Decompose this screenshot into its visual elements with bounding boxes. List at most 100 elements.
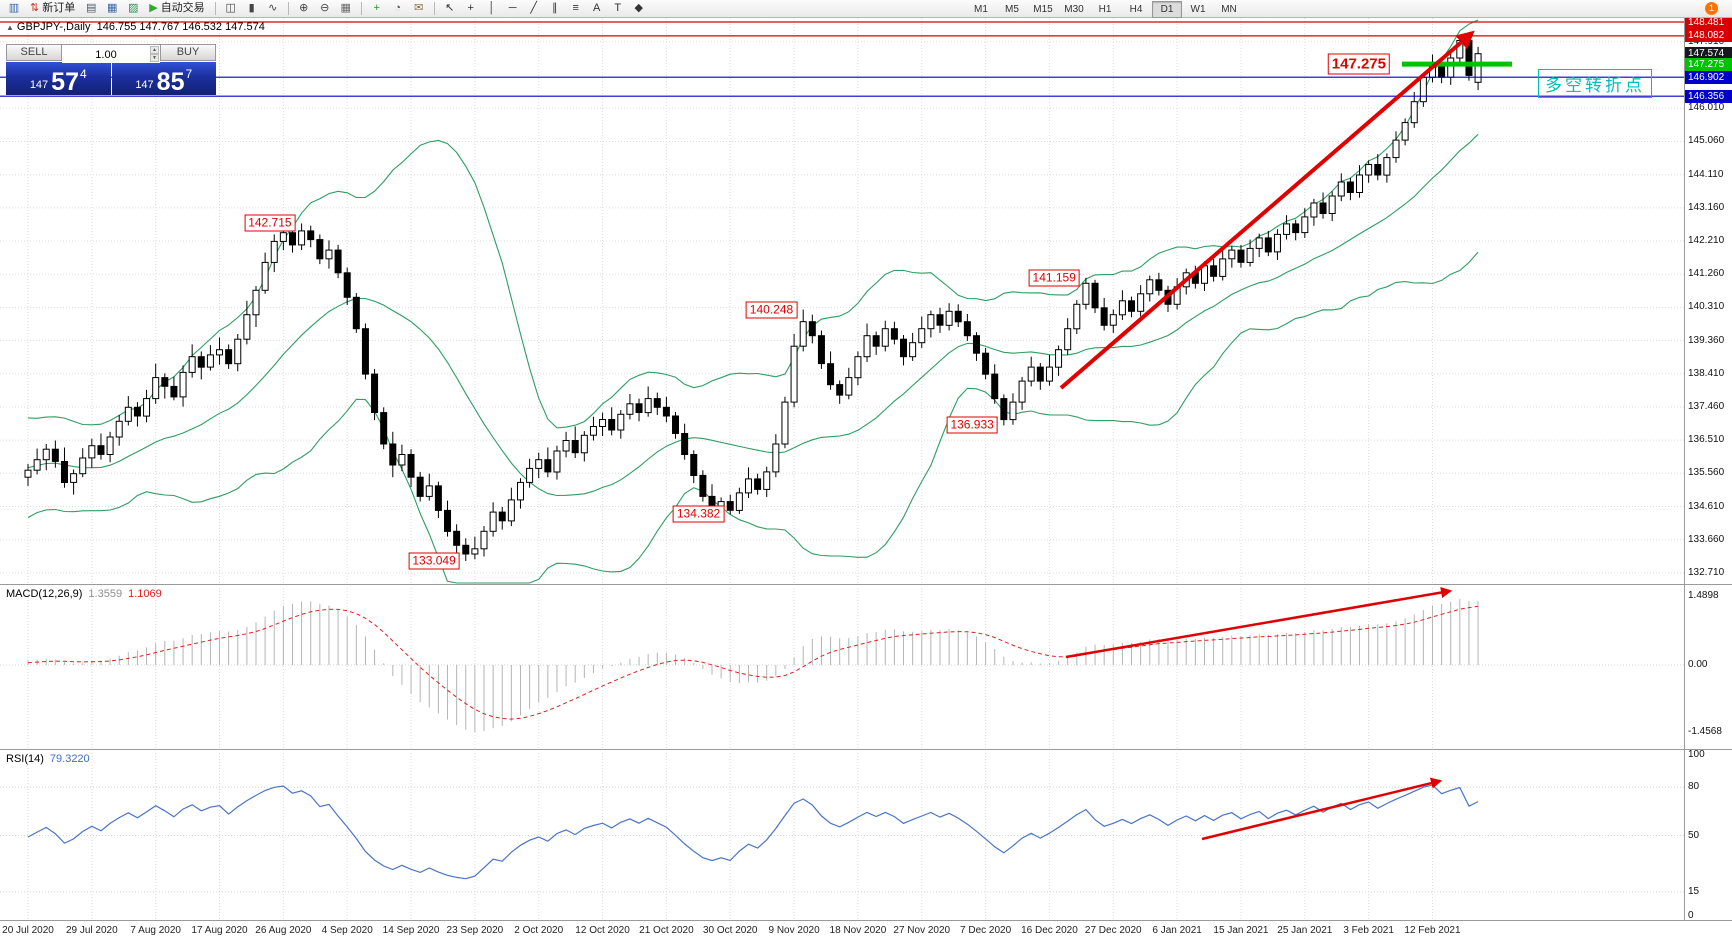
shapes-glyph-icon: ◆ xyxy=(634,1,643,14)
timeframe-button-m1[interactable]: M1 xyxy=(974,4,988,15)
label-icon[interactable]: T xyxy=(608,1,628,17)
date-axis-label: 7 Aug 2020 xyxy=(130,925,181,936)
price-axis-label: 134.610 xyxy=(1688,500,1725,512)
line-chart-type-icon[interactable]: ∿ xyxy=(263,1,283,17)
charts-list-glyph-icon: ▤ xyxy=(86,1,97,14)
crosshair-icon[interactable]: + xyxy=(461,1,481,17)
auto-trading-glyph-icon: ▶ xyxy=(149,2,158,14)
sell-header-button[interactable]: SELL xyxy=(6,44,62,61)
macd-histogram xyxy=(27,598,1479,732)
timeframe-button-d1[interactable]: D1 xyxy=(1152,1,1182,18)
resistance-line-upper-tag: 148.481 xyxy=(1685,15,1732,29)
sell-price-button[interactable]: 147 57 4 xyxy=(6,62,111,95)
timeframe-button-m5[interactable]: M5 xyxy=(1005,4,1019,15)
tile-windows-glyph-icon: ▦ xyxy=(340,1,351,14)
timeframe-button-h1[interactable]: H1 xyxy=(1098,4,1112,15)
channel-icon[interactable]: ∥ xyxy=(545,1,565,17)
chart-ohlc-values: 146.755 147.767 146.532 147.574 xyxy=(96,21,265,33)
buy-price-prefix: 147 xyxy=(135,79,154,91)
horizontal-line-glyph-icon: ─ xyxy=(508,1,517,14)
trade-panel-header-row: SELL ▲ ▼ BUY xyxy=(6,44,216,63)
swing-price-label[interactable]: 133.049 xyxy=(408,552,460,570)
add-indicator-icon[interactable]: + xyxy=(367,1,387,17)
swing-price-label[interactable]: 147.275 xyxy=(1327,53,1390,75)
horizontal-level-lines[interactable] xyxy=(0,21,1684,97)
macd-axis-label: 1.4898 xyxy=(1688,590,1719,602)
timeframe-button-mn[interactable]: MN xyxy=(1221,4,1237,15)
fibonacci-glyph-icon: ≡ xyxy=(572,1,579,14)
timeframe-button-h4[interactable]: H4 xyxy=(1129,4,1143,15)
timeframe-button-m15[interactable]: M15 xyxy=(1033,4,1053,15)
cursor-glyph-icon: ↖ xyxy=(445,1,455,14)
swing-price-label[interactable]: 141.159 xyxy=(1028,269,1080,287)
date-axis-label: 30 Oct 2020 xyxy=(702,925,758,936)
price-axis-label: 139.360 xyxy=(1688,334,1725,346)
periods-icon[interactable]: ◔ xyxy=(388,1,408,17)
date-axis-label: 27 Dec 2020 xyxy=(1084,925,1142,936)
zoom-out-icon[interactable]: ⊖ xyxy=(315,1,335,17)
price-axis-label: 138.410 xyxy=(1688,367,1725,379)
swing-price-label[interactable]: 136.933 xyxy=(946,416,998,434)
new-order-button[interactable]: ⇅ 新订单 xyxy=(25,1,80,17)
market-watch-icon[interactable]: ▦ xyxy=(102,1,122,17)
rsi-axis-label: 100 xyxy=(1688,749,1705,760)
macd-signal-line xyxy=(27,605,1479,720)
candle-chart-type-icon[interactable]: ▮ xyxy=(242,1,262,17)
volume-up-icon[interactable]: ▲ xyxy=(150,46,159,54)
auto-trading-button[interactable]: ▶ 自动交易 xyxy=(144,1,209,17)
date-axis-label: 9 Nov 2020 xyxy=(768,925,820,936)
volume-down-icon[interactable]: ▼ xyxy=(150,54,159,62)
volume-input[interactable] xyxy=(62,47,160,63)
data-window-icon[interactable]: ▨ xyxy=(123,1,143,17)
timeframe-button-w1[interactable]: W1 xyxy=(1190,4,1206,15)
vertical-line-glyph-icon: │ xyxy=(488,1,496,14)
macd-axis-label: 0.00 xyxy=(1688,659,1708,670)
fibonacci-icon[interactable]: ≡ xyxy=(566,1,586,17)
buy-price-button[interactable]: 147 85 7 xyxy=(111,62,216,95)
rsi-axis-label: 50 xyxy=(1688,829,1700,841)
volume-stepper[interactable]: ▲ ▼ xyxy=(150,46,159,62)
crosshair-glyph-icon: + xyxy=(467,1,474,14)
timeframe-button-m30[interactable]: M30 xyxy=(1064,4,1084,15)
shapes-icon[interactable]: ◆ xyxy=(629,1,649,17)
timeframe-toolbar: M1 M5 M15 M30 H1 H4 D1 W1 MN xyxy=(966,1,1244,18)
price-axis-label: 141.260 xyxy=(1688,268,1725,280)
panel-separators[interactable] xyxy=(0,18,1732,922)
price-axis-label: 145.060 xyxy=(1688,135,1725,147)
one-click-trading-panel: SELL ▲ ▼ BUY 147 57 4 147 85 7 xyxy=(6,44,216,95)
swing-price-label[interactable]: 142.715 xyxy=(244,214,296,232)
price-axis-label: 133.660 xyxy=(1688,533,1725,545)
charts-list-icon[interactable]: ▤ xyxy=(81,1,101,17)
notification-badge[interactable]: 1 xyxy=(1705,2,1718,15)
cursor-icon[interactable]: ↖ xyxy=(440,1,460,17)
tile-windows-icon[interactable]: ▦ xyxy=(336,1,356,17)
volume-field-wrap: ▲ ▼ xyxy=(62,44,160,63)
label-glyph-icon: T xyxy=(614,1,622,14)
zoom-in-icon[interactable]: ⊕ xyxy=(294,1,314,17)
text-icon[interactable]: A xyxy=(587,1,607,17)
toolbar-separator xyxy=(433,2,435,15)
collapse-icon[interactable]: ▲ xyxy=(6,23,14,32)
swing-price-label[interactable]: 140.248 xyxy=(745,301,798,319)
rsi-indicator-label: RSI(14) 79.3220 xyxy=(6,753,90,765)
turning-point-label[interactable]: 多空转折点 xyxy=(1538,69,1652,98)
price-axis-label: 146.010 xyxy=(1688,102,1725,114)
vertical-line-icon[interactable]: │ xyxy=(482,1,502,17)
data-window-glyph-icon: ▨ xyxy=(128,1,139,14)
swing-price-label[interactable]: 134.382 xyxy=(672,505,725,523)
date-axis-label: 26 Aug 2020 xyxy=(255,925,312,936)
price-axis-label: 142.210 xyxy=(1688,235,1725,247)
trend-arrows[interactable] xyxy=(1059,30,1475,841)
bar-chart-type-icon[interactable]: ◫ xyxy=(221,1,241,17)
date-axis-label: 3 Feb 2021 xyxy=(1343,925,1394,936)
trendline-icon[interactable]: ╱ xyxy=(524,1,544,17)
buy-header-button[interactable]: BUY xyxy=(160,44,216,61)
new-chart-icon[interactable]: ▥ xyxy=(4,1,24,17)
chart-symbol-period: GBPJPY-,Daily xyxy=(16,21,91,33)
rsi-axis-label: 15 xyxy=(1688,885,1700,897)
horizontal-line-icon[interactable]: ─ xyxy=(503,1,523,17)
templates-icon[interactable]: ✉ xyxy=(409,1,429,17)
zoom-out-glyph-icon: ⊖ xyxy=(320,1,330,14)
toolbar-separator xyxy=(287,2,289,15)
